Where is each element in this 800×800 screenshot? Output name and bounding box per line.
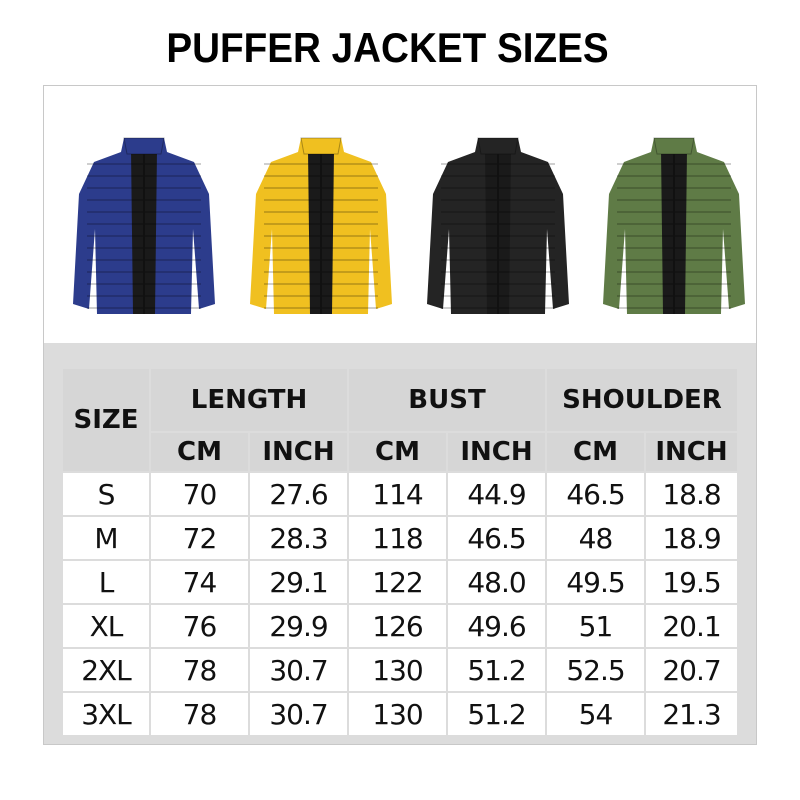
value-cell: 18.9 (646, 517, 737, 559)
table-row: 2XL 78 30.7 130 51.2 52.5 20.7 (63, 649, 737, 691)
value-cell: 76 (151, 605, 248, 647)
header-shoulder: SHOULDER (547, 369, 737, 431)
size-cell: 2XL (63, 649, 149, 691)
value-cell: 30.7 (250, 649, 347, 691)
value-cell: 29.1 (250, 561, 347, 603)
jacket-photos (44, 86, 756, 342)
jacket-image-black (423, 134, 573, 324)
value-cell: 78 (151, 649, 248, 691)
value-cell: 27.6 (250, 473, 347, 515)
value-cell: 28.3 (250, 517, 347, 559)
value-cell: 44.9 (448, 473, 545, 515)
size-cell: 3XL (63, 693, 149, 735)
size-chart-frame: SIZE LENGTH BUST SHOULDER CM INCH CM INC… (43, 85, 757, 745)
size-cell: M (63, 517, 149, 559)
value-cell: 48 (547, 517, 644, 559)
value-cell: 21.3 (646, 693, 737, 735)
value-cell: 48.0 (448, 561, 545, 603)
size-cell: L (63, 561, 149, 603)
value-cell: 46.5 (547, 473, 644, 515)
header-unit: INCH (250, 433, 347, 471)
value-cell: 49.6 (448, 605, 545, 647)
table-row: XL 76 29.9 126 49.6 51 20.1 (63, 605, 737, 647)
value-cell: 54 (547, 693, 644, 735)
value-cell: 70 (151, 473, 248, 515)
header-size: SIZE (63, 369, 149, 471)
header-unit: CM (547, 433, 644, 471)
value-cell: 51 (547, 605, 644, 647)
size-cell: S (63, 473, 149, 515)
value-cell: 126 (349, 605, 446, 647)
table-row: S 70 27.6 114 44.9 46.5 18.8 (63, 473, 737, 515)
value-cell: 29.9 (250, 605, 347, 647)
table-row: L 74 29.1 122 48.0 49.5 19.5 (63, 561, 737, 603)
value-cell: 122 (349, 561, 446, 603)
page-title: PUFFER JACKET SIZES (166, 24, 609, 71)
value-cell: 49.5 (547, 561, 644, 603)
value-cell: 46.5 (448, 517, 545, 559)
table-row: M 72 28.3 118 46.5 48 18.9 (63, 517, 737, 559)
value-cell: 30.7 (250, 693, 347, 735)
value-cell: 78 (151, 693, 248, 735)
value-cell: 52.5 (547, 649, 644, 691)
value-cell: 72 (151, 517, 248, 559)
jacket-image-yellow (246, 134, 396, 324)
value-cell: 130 (349, 649, 446, 691)
value-cell: 51.2 (448, 693, 545, 735)
size-cell: XL (63, 605, 149, 647)
table-row: 3XL 78 30.7 130 51.2 54 21.3 (63, 693, 737, 735)
value-cell: 114 (349, 473, 446, 515)
value-cell: 130 (349, 693, 446, 735)
value-cell: 19.5 (646, 561, 737, 603)
header-bust: BUST (349, 369, 545, 431)
value-cell: 20.7 (646, 649, 737, 691)
value-cell: 51.2 (448, 649, 545, 691)
header-unit: CM (151, 433, 248, 471)
size-table-panel: SIZE LENGTH BUST SHOULDER CM INCH CM INC… (44, 343, 756, 744)
value-cell: 118 (349, 517, 446, 559)
header-unit: CM (349, 433, 446, 471)
value-cell: 18.8 (646, 473, 737, 515)
header-unit: INCH (646, 433, 737, 471)
value-cell: 20.1 (646, 605, 737, 647)
jacket-image-green (599, 134, 749, 324)
value-cell: 74 (151, 561, 248, 603)
jacket-image-navy (69, 134, 219, 324)
size-table: SIZE LENGTH BUST SHOULDER CM INCH CM INC… (61, 367, 739, 737)
header-unit: INCH (448, 433, 545, 471)
header-length: LENGTH (151, 369, 347, 431)
